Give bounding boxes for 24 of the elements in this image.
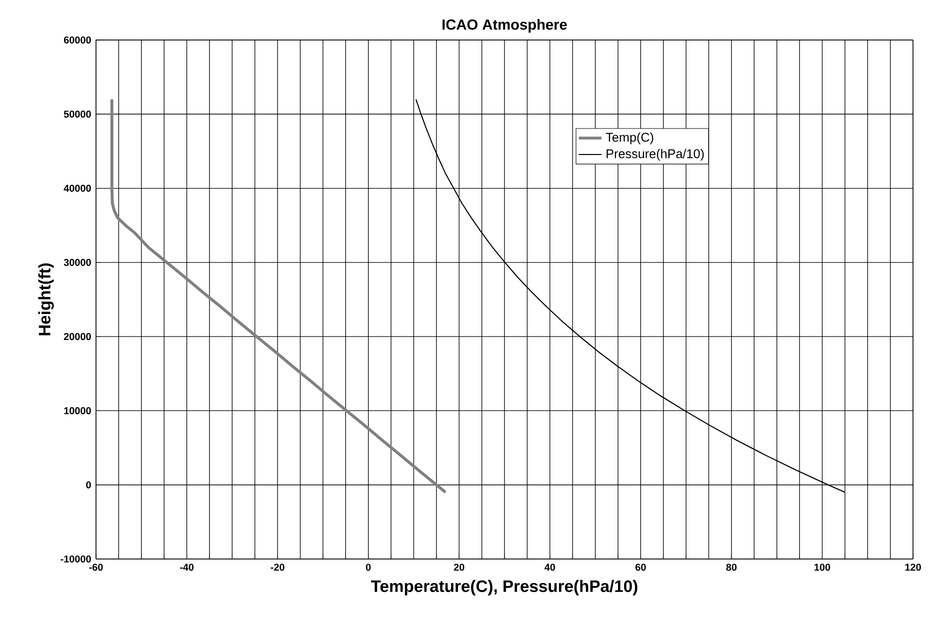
y-tick-label: 20000 (64, 333, 91, 340)
x-tick-label: 0 (366, 564, 371, 571)
legend-label: Pressure(hPa/10) (606, 148, 704, 161)
y-tick-label: 0 (86, 481, 91, 488)
line-series (415, 98, 846, 493)
x-tick-label: 120 (905, 564, 921, 571)
y-axis-title: Height(ft) (38, 263, 54, 336)
chart-title: ICAO Atmosphere (442, 19, 567, 33)
x-tick-label: -60 (89, 564, 103, 571)
y-tick-label: 10000 (64, 407, 91, 414)
x-axis-title: Temperature(C), Pressure(hPa/10) (371, 580, 638, 596)
x-tick-label: 80 (726, 564, 737, 571)
y-tick-label: 60000 (64, 36, 91, 44)
x-tick-label: 100 (814, 564, 830, 571)
y-tick-label: 30000 (64, 258, 91, 266)
x-tick-label: -40 (180, 564, 194, 571)
x-tick-label: 40 (544, 564, 556, 571)
x-tick-label: 60 (636, 564, 646, 571)
legend-label: Temp(C) (606, 132, 654, 144)
y-tick-label: 50000 (64, 110, 91, 118)
y-tick-label: 40000 (64, 184, 91, 192)
x-tick-label: -20 (270, 564, 284, 571)
x-tick-label: 20 (454, 564, 464, 571)
y-tick-label: -10000 (60, 555, 91, 563)
